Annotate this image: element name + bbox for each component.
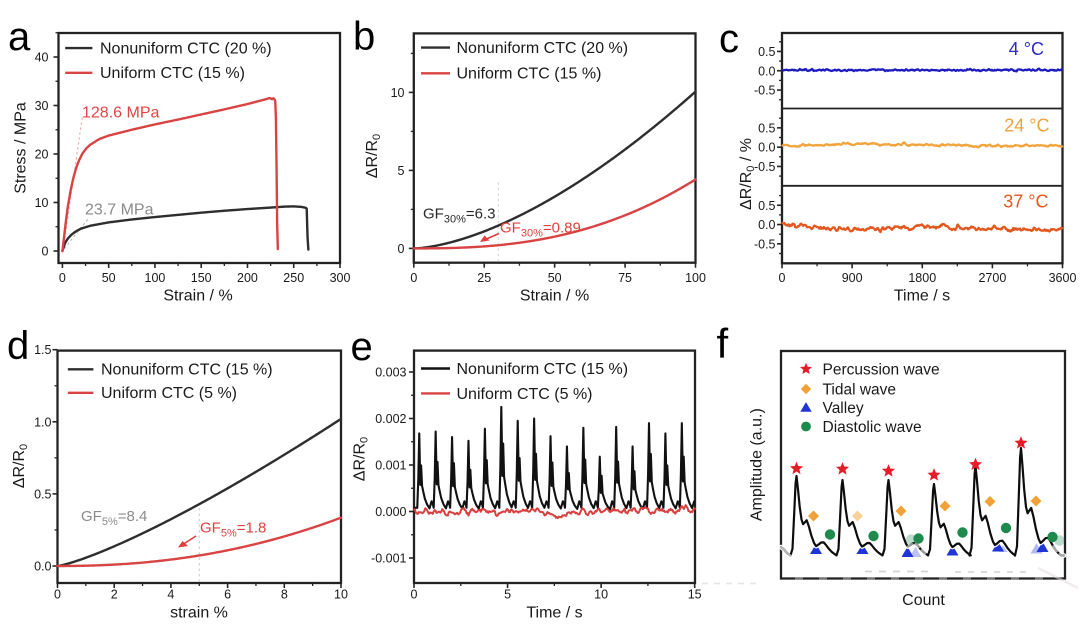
svg-text:0.5: 0.5 — [758, 121, 775, 135]
svg-text:0: 0 — [779, 271, 786, 285]
svg-text:50: 50 — [548, 271, 562, 285]
svg-text:0: 0 — [54, 587, 61, 601]
svg-text:0: 0 — [410, 271, 417, 285]
svg-text:Count: Count — [902, 592, 945, 609]
svg-text:1.0: 1.0 — [34, 415, 51, 429]
svg-text:0.001: 0.001 — [375, 459, 406, 473]
svg-text:2700: 2700 — [978, 271, 1006, 285]
svg-text:37 °C: 37 °C — [1003, 192, 1048, 212]
svg-text:5: 5 — [398, 164, 405, 178]
svg-text:GF30%=6.3: GF30%=6.3 — [423, 206, 496, 226]
svg-text:10: 10 — [35, 196, 49, 210]
svg-text:5: 5 — [504, 587, 511, 601]
svg-text:-0.5: -0.5 — [754, 160, 776, 174]
svg-text:0.5: 0.5 — [34, 487, 51, 501]
svg-text:300: 300 — [330, 271, 351, 285]
svg-text:0.0: 0.0 — [758, 218, 775, 232]
svg-text:15: 15 — [688, 587, 702, 601]
svg-text:2: 2 — [111, 587, 118, 601]
svg-text:Uniform CTC (15 %): Uniform CTC (15 %) — [100, 65, 245, 82]
svg-text:30: 30 — [35, 99, 49, 113]
svg-text:Valley: Valley — [823, 400, 864, 417]
svg-text:GF30%=0.89: GF30%=0.89 — [500, 220, 581, 240]
svg-text:100: 100 — [145, 271, 166, 285]
svg-text:Strain / %: Strain / % — [163, 288, 232, 305]
svg-text:0: 0 — [398, 242, 405, 256]
svg-text:0.5: 0.5 — [758, 45, 775, 59]
svg-text:900: 900 — [842, 271, 863, 285]
svg-text:23.7 MPa: 23.7 MPa — [85, 202, 154, 219]
svg-text:Diastolic wave: Diastolic wave — [823, 419, 922, 436]
svg-text:6: 6 — [224, 587, 231, 601]
svg-text:Nonuniform CTC (20 %): Nonuniform CTC (20 %) — [457, 40, 629, 57]
svg-text:0.0: 0.0 — [34, 560, 51, 574]
svg-text:0.002: 0.002 — [375, 412, 406, 426]
svg-text:Nonuniform CTC (15 %): Nonuniform CTC (15 %) — [457, 361, 629, 378]
svg-text:Strain / %: Strain / % — [520, 288, 589, 305]
svg-text:4 °C: 4 °C — [1009, 39, 1044, 59]
svg-text:3600: 3600 — [1049, 271, 1077, 285]
svg-text:0.000: 0.000 — [375, 505, 406, 519]
svg-text:1.5: 1.5 — [34, 343, 51, 357]
svg-text:Uniform CTC (5 %): Uniform CTC (5 %) — [457, 386, 593, 403]
svg-text:Stress / MPa: Stress / MPa — [13, 102, 30, 194]
svg-text:100: 100 — [685, 271, 706, 285]
svg-text:Amplitude (a.u.): Amplitude (a.u.) — [749, 408, 766, 521]
svg-text:200: 200 — [237, 271, 258, 285]
svg-text:0.003: 0.003 — [375, 366, 406, 380]
svg-text:Uniform CTC (15 %): Uniform CTC (15 %) — [457, 66, 602, 83]
svg-text:strain %: strain % — [170, 605, 228, 622]
svg-text:ΔR/R0: ΔR/R0 — [11, 444, 30, 488]
svg-text:Percussion wave: Percussion wave — [823, 361, 940, 378]
svg-text:25: 25 — [477, 271, 491, 285]
svg-text:a: a — [8, 15, 31, 59]
svg-text:c: c — [719, 17, 739, 61]
svg-text:Nonuniform CTC (20 %): Nonuniform CTC (20 %) — [100, 41, 272, 58]
svg-text:150: 150 — [191, 271, 212, 285]
svg-text:0.0: 0.0 — [758, 64, 775, 78]
svg-text:ΔR/R0 / %: ΔR/R0 / % — [738, 138, 757, 210]
svg-text:GF5%=8.4: GF5%=8.4 — [81, 508, 147, 528]
svg-text:75: 75 — [618, 271, 632, 285]
svg-text:4: 4 — [167, 587, 174, 601]
svg-text:e: e — [351, 325, 373, 369]
svg-text:Uniform CTC (5 %): Uniform CTC (5 %) — [101, 385, 237, 402]
svg-text:Tidal wave: Tidal wave — [823, 381, 897, 398]
svg-text:10: 10 — [594, 587, 608, 601]
svg-text:0: 0 — [411, 587, 418, 601]
svg-text:10: 10 — [391, 86, 405, 100]
svg-text:0.0: 0.0 — [758, 141, 775, 155]
svg-text:ΔR/R0: ΔR/R0 — [352, 437, 371, 481]
svg-text:20: 20 — [35, 148, 49, 162]
svg-text:Nonuniform CTC (15 %): Nonuniform CTC (15 %) — [101, 362, 273, 379]
svg-text:0: 0 — [59, 271, 66, 285]
svg-text:24 °C: 24 °C — [1004, 116, 1049, 136]
svg-text:128.6 MPa: 128.6 MPa — [82, 105, 159, 122]
svg-text:10: 10 — [334, 587, 348, 601]
svg-text:d: d — [7, 324, 29, 368]
svg-text:0.5: 0.5 — [758, 199, 775, 213]
svg-text:0: 0 — [42, 245, 49, 259]
svg-text:b: b — [353, 15, 375, 59]
svg-text:-0.5: -0.5 — [754, 237, 776, 251]
svg-text:-0.5: -0.5 — [754, 84, 776, 98]
svg-text:250: 250 — [283, 271, 304, 285]
svg-text:GF5%=1.8: GF5%=1.8 — [200, 520, 266, 540]
svg-text:Time / s: Time / s — [894, 288, 950, 305]
svg-text:1800: 1800 — [908, 271, 936, 285]
svg-text:f: f — [717, 320, 729, 367]
svg-text:8: 8 — [281, 587, 288, 601]
svg-text:40: 40 — [35, 51, 49, 65]
svg-text:ΔR/R0: ΔR/R0 — [364, 134, 383, 178]
svg-text:-0.001: -0.001 — [371, 552, 406, 566]
svg-text:Time / s: Time / s — [526, 605, 582, 622]
svg-text:50: 50 — [102, 271, 116, 285]
